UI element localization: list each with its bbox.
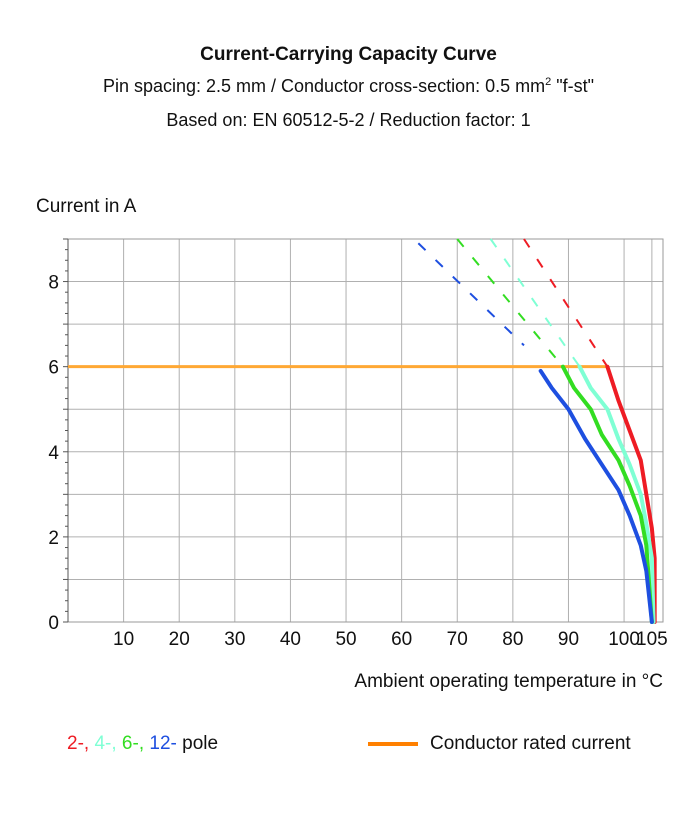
y-tick-label: 4 bbox=[48, 443, 59, 464]
x-tick-label: 30 bbox=[224, 629, 245, 650]
chart-title: Current-Carrying Capacity Curve bbox=[200, 44, 497, 65]
series-6-pole-line bbox=[560, 364, 654, 624]
x-tick-label: 60 bbox=[391, 629, 412, 650]
y-axis-label: Current in A bbox=[36, 196, 137, 217]
x-tick-label: 40 bbox=[280, 629, 301, 650]
subtitle-suffix: "f-st" bbox=[551, 76, 595, 96]
x-tick-label: 50 bbox=[335, 629, 356, 650]
x-tick-label: 80 bbox=[502, 629, 523, 650]
rated-current-swatch bbox=[368, 742, 418, 746]
pole-legend-part: pole bbox=[176, 733, 219, 754]
series-2-pole-extrapolated-line bbox=[523, 238, 609, 368]
series-4-pole-extrapolated-line bbox=[489, 238, 581, 368]
series-6-pole-extrapolated-line bbox=[456, 238, 564, 368]
pole-legend-part: 4-, bbox=[89, 733, 117, 754]
chart-subtitle-line1: Pin spacing: 2.5 mm / Conductor cross-se… bbox=[0, 76, 697, 97]
x-axis-label: Ambient operating temperature in °C bbox=[354, 671, 663, 692]
subtitle-superscript: 2 bbox=[545, 76, 552, 88]
rated-current-label: Conductor rated current bbox=[430, 733, 631, 754]
plot-frame bbox=[67, 238, 664, 623]
x-tick-label: 105 bbox=[636, 629, 668, 650]
subtitle-text: Pin spacing: 2.5 mm / Conductor cross-se… bbox=[102, 76, 546, 96]
y-tick-label: 8 bbox=[48, 273, 59, 294]
x-tick-label: 10 bbox=[113, 629, 134, 650]
x-tick-label: 70 bbox=[447, 629, 468, 650]
pole-legend-part: 2-, bbox=[67, 733, 90, 754]
series-12-pole-line bbox=[538, 368, 654, 624]
pole-legend-part: 12- bbox=[144, 733, 177, 754]
y-tick-label: 6 bbox=[48, 358, 59, 379]
pole-legend-part: 6-, bbox=[116, 733, 145, 754]
series-2-pole-line bbox=[605, 364, 657, 624]
rated-current-legend: Conductor rated current bbox=[368, 733, 631, 755]
series-12-pole-extrapolated-line bbox=[417, 242, 525, 347]
y-tick-label: 2 bbox=[48, 528, 59, 549]
x-tick-label: 90 bbox=[558, 629, 579, 650]
chart-subtitle-line2: Based on: EN 60512-5-2 / Reduction facto… bbox=[166, 110, 531, 130]
pole-legend: 2-, 4-, 6-, 12- pole bbox=[67, 733, 218, 755]
x-tick-label: 20 bbox=[169, 629, 190, 650]
x-tick-label: 100 bbox=[608, 629, 640, 650]
y-tick-label: 0 bbox=[48, 613, 59, 634]
series-4-pole-line bbox=[577, 364, 656, 624]
